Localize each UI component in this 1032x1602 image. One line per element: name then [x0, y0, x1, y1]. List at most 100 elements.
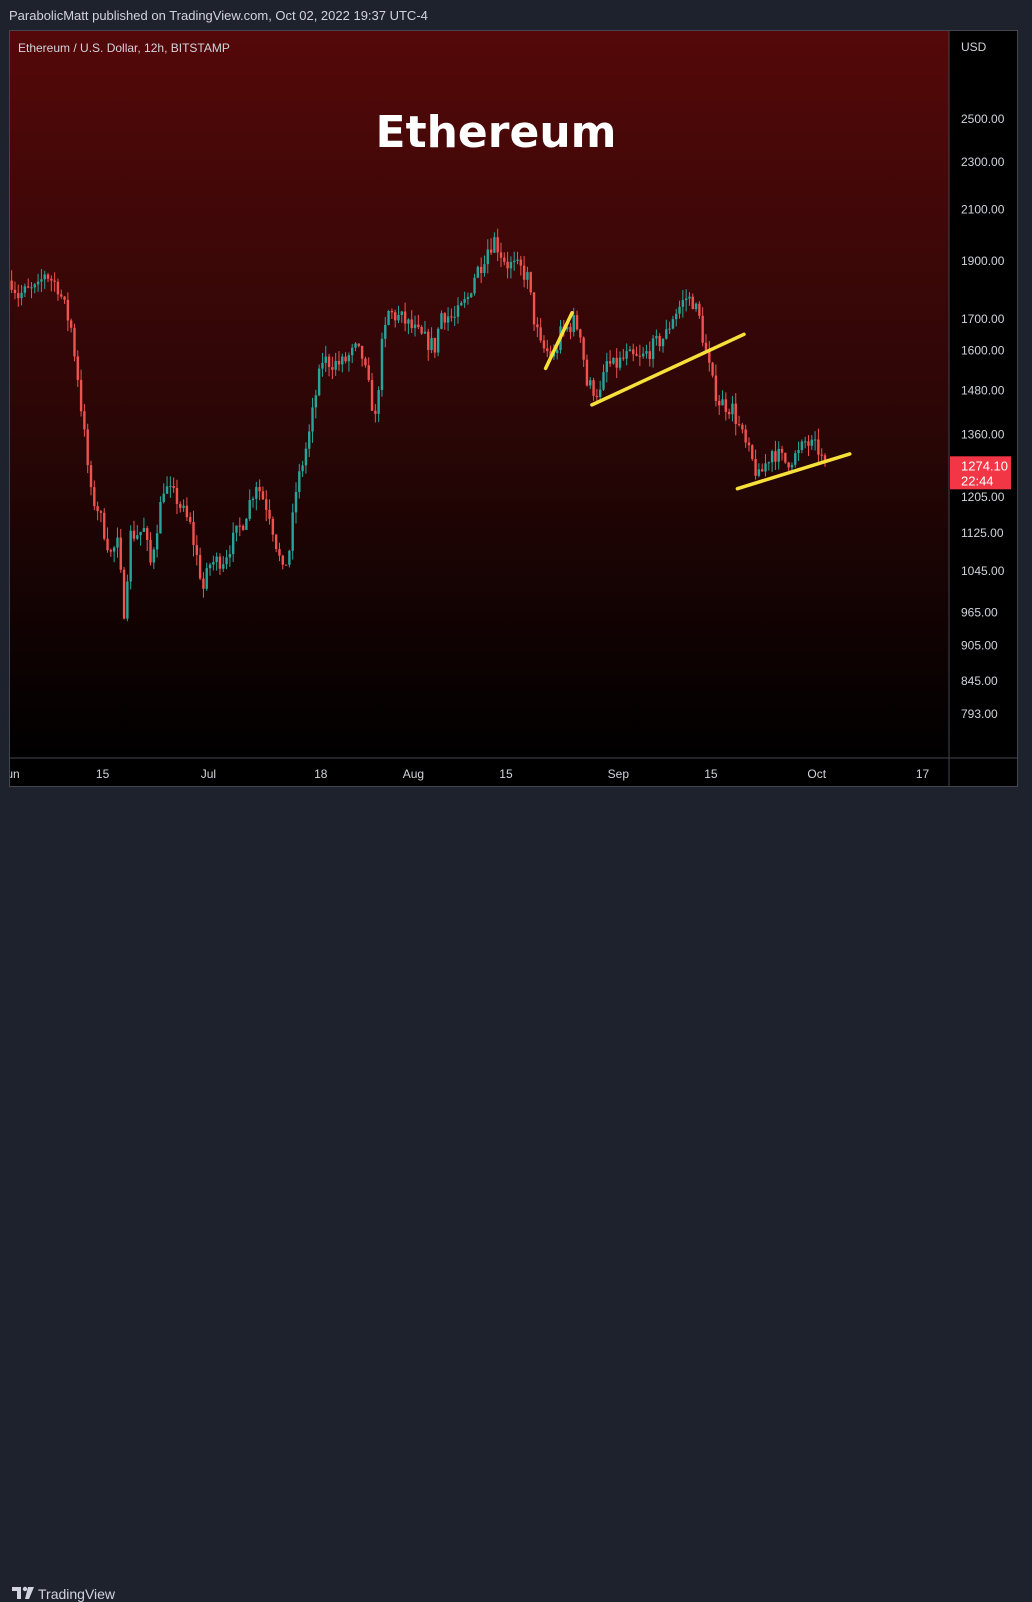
candle-up	[612, 357, 615, 364]
candle-up	[651, 338, 655, 360]
candle-down	[427, 331, 430, 350]
last-price-badge: 1274.10 22:44	[950, 456, 1011, 490]
candle-down	[420, 326, 423, 334]
candle-down	[549, 351, 552, 357]
candle-up	[308, 431, 311, 449]
candle-down	[17, 293, 20, 299]
price-tick-label: 845.00	[961, 674, 998, 688]
candle-up	[245, 518, 248, 530]
candle-up	[225, 557, 228, 565]
candle-down	[76, 356, 79, 380]
candle-up	[602, 372, 605, 390]
candle-down	[638, 355, 642, 357]
candle-up	[628, 349, 632, 352]
chart-frame[interactable]: 2500.00 2300.00 2100.00 1900.00 1700.00 1600.…	[9, 30, 1018, 787]
candle-down	[503, 257, 506, 262]
candle-up	[311, 407, 314, 432]
candle-up	[460, 302, 463, 306]
candle-up	[126, 581, 129, 619]
time-tick-label: 17	[916, 767, 930, 781]
candle-up	[380, 338, 384, 391]
last-price-countdown: 22:44	[961, 473, 994, 488]
time-tick-label: Jun	[10, 767, 20, 781]
trendline-drawing[interactable]	[735, 452, 852, 491]
candle-up	[182, 505, 185, 508]
candle-down	[506, 261, 509, 269]
candle-up	[470, 293, 473, 298]
price-axis-background	[949, 31, 1017, 786]
candle-up	[384, 324, 387, 339]
candle-down	[60, 294, 63, 297]
candle-up	[655, 335, 658, 339]
candle-down	[727, 411, 731, 415]
candle-up	[407, 319, 410, 324]
trendline-drawing[interactable]	[543, 311, 574, 371]
candle-up	[668, 328, 671, 330]
candle-up	[473, 277, 476, 294]
candle-up	[678, 306, 681, 314]
time-tick-label: 18	[314, 767, 328, 781]
candle-up	[493, 237, 496, 253]
candle-down	[195, 545, 199, 555]
candle-up	[813, 439, 817, 441]
candle-down	[367, 365, 370, 381]
trendline-drawing[interactable]	[590, 332, 746, 407]
symbol-label[interactable]: Ethereum / U.S. Dollar, 12h, BITSTAMP	[18, 41, 230, 55]
candle-down	[79, 379, 83, 412]
candlestick-chart[interactable]: 2500.00 2300.00 2100.00 1900.00 1700.00 1600.…	[10, 31, 1018, 787]
candle-down	[278, 549, 281, 556]
time-axis-background	[10, 758, 949, 786]
time-axis[interactable]: Jun 15 Jul 18 Aug 15 Sep 15 Oct 17	[10, 767, 930, 781]
candle-up	[162, 493, 165, 502]
price-tick-label: 2100.00	[961, 202, 1005, 216]
candle-down	[198, 554, 202, 579]
candle-up	[30, 287, 33, 289]
candle-up	[20, 292, 23, 299]
candle-down	[281, 555, 284, 565]
candle-down	[691, 296, 694, 310]
price-tick-label: 1700.00	[961, 312, 1005, 326]
price-tick-label: 1125.00	[961, 526, 1004, 540]
candle-up	[430, 337, 433, 350]
candle-down	[615, 357, 618, 368]
candle-down	[26, 286, 30, 288]
candle-down	[539, 327, 542, 341]
candle-up	[215, 556, 218, 563]
price-tick-label: 1600.00	[961, 343, 1005, 357]
candle-down	[747, 442, 751, 446]
price-axis[interactable]: 2500.00 2300.00 2100.00 1900.00 1700.00 1600.…	[961, 112, 1005, 721]
candle-up	[688, 296, 691, 299]
candle-up	[255, 487, 258, 499]
candle-down	[96, 506, 99, 512]
candle-up	[314, 395, 318, 408]
candle-down	[496, 237, 499, 253]
candle-up	[777, 448, 780, 462]
candle-up	[694, 303, 698, 310]
candle-down	[56, 281, 60, 295]
candle-down	[261, 491, 265, 500]
candle-down	[751, 445, 754, 459]
candle-down	[704, 342, 708, 352]
candle-down	[73, 327, 76, 357]
candle-up	[334, 360, 337, 370]
candle-up	[413, 324, 417, 329]
candle-up	[304, 448, 308, 466]
candle-down	[741, 424, 744, 430]
drawings-layer[interactable]	[543, 311, 852, 491]
candle-up	[317, 368, 321, 396]
candle-down	[393, 312, 397, 321]
candle-up	[159, 501, 162, 534]
candle-down	[53, 280, 56, 282]
price-tick-label: 905.00	[961, 639, 998, 653]
candle-down	[344, 356, 347, 362]
candle-up	[23, 286, 27, 293]
candle-down	[820, 454, 823, 456]
candle-up	[625, 351, 628, 359]
candle-up	[354, 343, 357, 348]
tradingview-logo-icon	[12, 1586, 34, 1599]
candle-down	[579, 329, 582, 338]
candle-up	[155, 533, 159, 550]
candle-up	[684, 298, 688, 301]
candle-up	[423, 331, 427, 334]
plot-background	[10, 31, 949, 758]
